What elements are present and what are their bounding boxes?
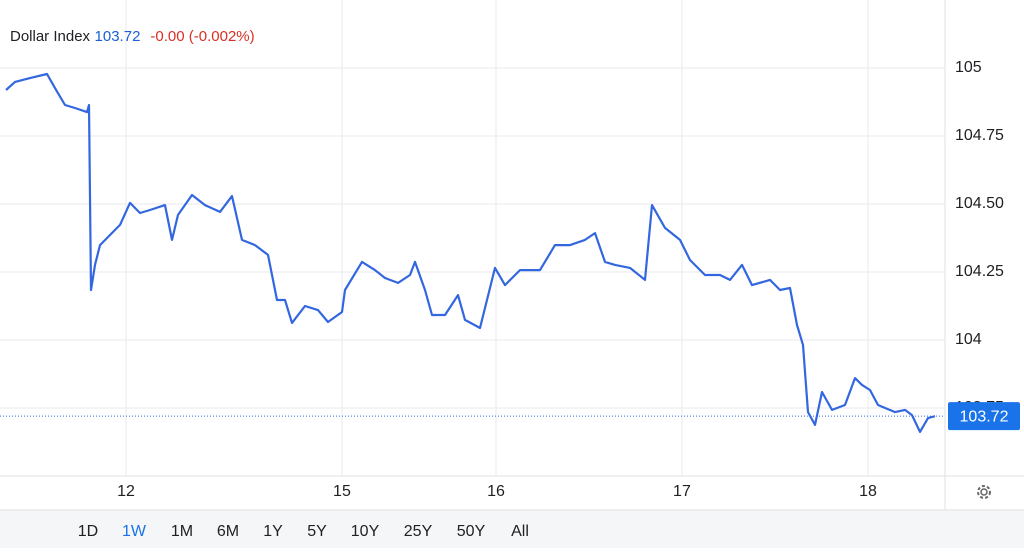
y-tick-label: 105: [955, 59, 982, 76]
y-tick-label: 104.75: [955, 127, 1004, 144]
range-button[interactable]: 25Y: [404, 523, 433, 540]
change: -0.00 (-0.002%): [150, 28, 254, 45]
range-button[interactable]: 1W: [122, 523, 147, 540]
range-bar: [0, 510, 1024, 548]
y-tick-label: 104.25: [955, 263, 1004, 280]
price-line: [5, 72, 936, 433]
range-button[interactable]: 1Y: [263, 523, 283, 540]
y-tick-label: 104: [955, 331, 982, 348]
x-tick-label: 17: [673, 483, 691, 500]
y-tick-label: 104.50: [955, 195, 1004, 212]
price: 103.72: [95, 28, 141, 45]
x-tick-label: 16: [487, 483, 505, 500]
price-badge-label: 103.72: [960, 408, 1009, 425]
settings-icon[interactable]: [977, 485, 991, 499]
gear-hub: [980, 488, 988, 496]
range-button[interactable]: 10Y: [351, 523, 380, 540]
x-tick-label: 15: [333, 483, 351, 500]
range-button[interactable]: 1M: [171, 523, 193, 540]
x-tick-label: 12: [117, 483, 135, 500]
range-button[interactable]: 1D: [78, 523, 98, 540]
range-button[interactable]: 6M: [217, 523, 239, 540]
range-button[interactable]: 50Y: [457, 523, 486, 540]
price-badge: [948, 402, 1020, 431]
range-button[interactable]: All: [511, 523, 529, 540]
x-tick-label: 18: [859, 483, 877, 500]
range-button[interactable]: 5Y: [307, 523, 327, 540]
gear-teeth: [977, 485, 991, 499]
chart-title: Dollar Index: [10, 28, 91, 45]
